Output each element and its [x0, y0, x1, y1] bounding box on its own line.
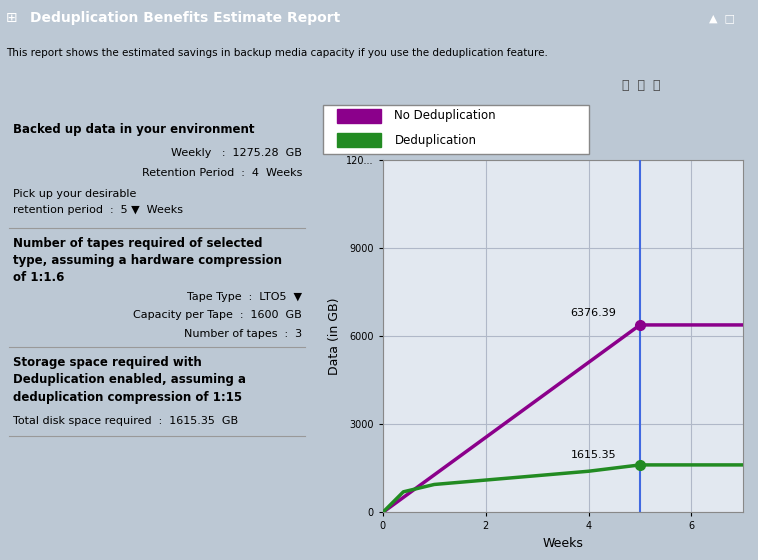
Bar [337, 109, 381, 123]
Text: of 1:1.6: of 1:1.6 [13, 272, 64, 284]
Text: deduplication compression of 1:15: deduplication compression of 1:15 [13, 390, 242, 404]
Text: Weekly   :  1275.28  GB: Weekly : 1275.28 GB [171, 148, 302, 158]
Text: Retention Period  :  4  Weeks: Retention Period : 4 Weeks [142, 169, 302, 178]
Text: ⊞: ⊞ [6, 11, 17, 25]
Text: Deduplication Benefits Estimate Report: Deduplication Benefits Estimate Report [30, 11, 340, 25]
Text: Storage space required with: Storage space required with [13, 356, 202, 369]
Text: ▲  □: ▲ □ [709, 13, 735, 23]
Text: 1615.35: 1615.35 [571, 450, 616, 460]
Text: 6376.39: 6376.39 [571, 308, 616, 318]
Text: retention period  :  5 ▼  Weeks: retention period : 5 ▼ Weeks [13, 205, 183, 215]
FancyBboxPatch shape [324, 105, 590, 154]
Text: Pick up your desirable: Pick up your desirable [13, 189, 136, 199]
Text: type, assuming a hardware compression: type, assuming a hardware compression [13, 254, 281, 267]
Text: Deduplication: Deduplication [394, 134, 476, 147]
Text: Number of tapes  :  3: Number of tapes : 3 [184, 329, 302, 339]
Text: 💾  📧  📋: 💾 📧 📋 [622, 80, 660, 92]
Text: Deduplication enabled, assuming a: Deduplication enabled, assuming a [13, 373, 246, 386]
Y-axis label: Data (in GB): Data (in GB) [327, 297, 340, 375]
Text: Backed up data in your environment: Backed up data in your environment [13, 123, 254, 136]
Text: Total disk space required  :  1615.35  GB: Total disk space required : 1615.35 GB [13, 416, 238, 426]
Text: Tape Type  :  LTO5  ▼: Tape Type : LTO5 ▼ [187, 292, 302, 302]
X-axis label: Weeks: Weeks [543, 537, 583, 550]
Text: No Deduplication: No Deduplication [394, 109, 496, 123]
Text: Number of tapes required of selected: Number of tapes required of selected [13, 237, 262, 250]
Text: Capacity per Tape  :  1600  GB: Capacity per Tape : 1600 GB [133, 310, 302, 320]
Text: This report shows the estimated savings in backup media capacity if you use the : This report shows the estimated savings … [6, 48, 548, 58]
Bar [337, 133, 381, 147]
